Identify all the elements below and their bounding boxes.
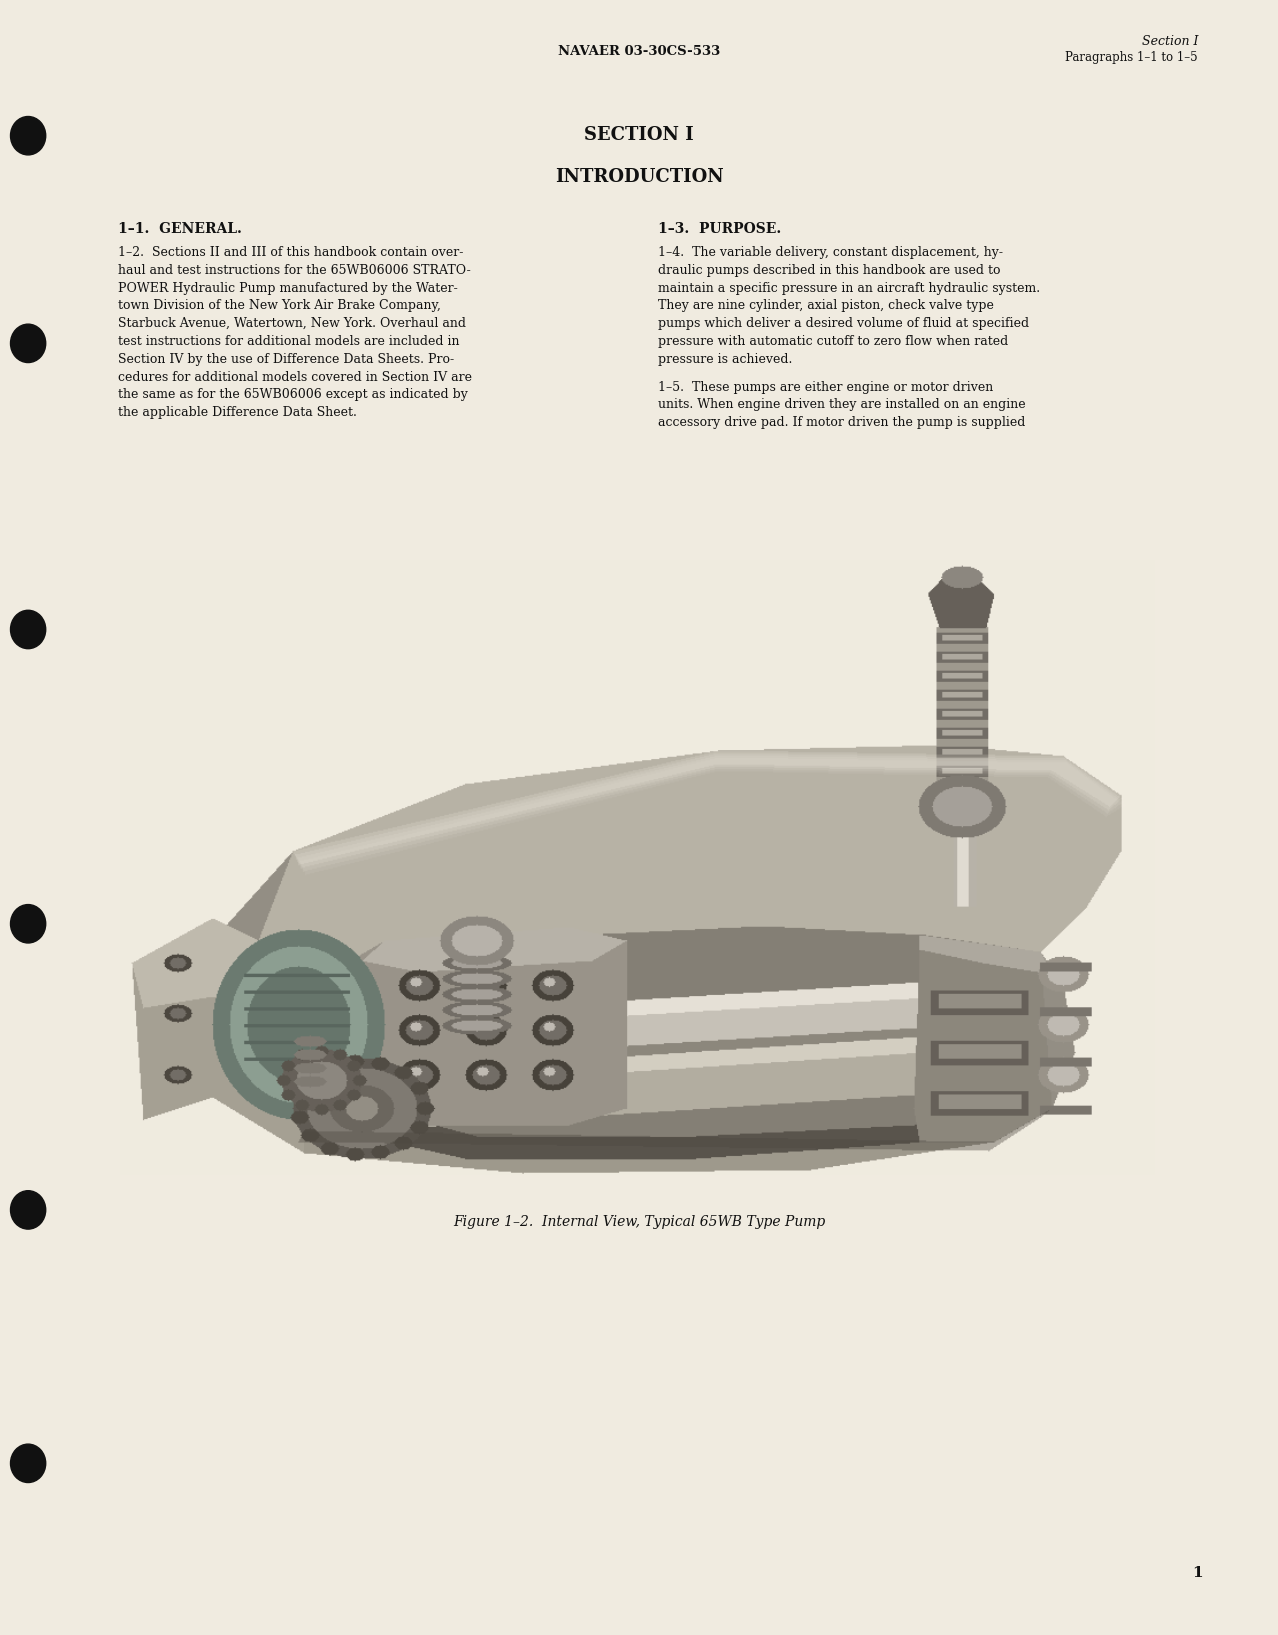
- Text: maintain a specific pressure in an aircraft hydraulic system.: maintain a specific pressure in an aircr…: [658, 281, 1040, 294]
- Text: town Division of the New York Air Brake Company,: town Division of the New York Air Brake …: [118, 299, 441, 312]
- Text: pumps which deliver a desired volume of fluid at specified: pumps which deliver a desired volume of …: [658, 317, 1029, 330]
- Text: INTRODUCTION: INTRODUCTION: [555, 168, 723, 186]
- Ellipse shape: [10, 1190, 46, 1230]
- Text: Section IV by the use of Difference Data Sheets. Pro-: Section IV by the use of Difference Data…: [118, 353, 454, 366]
- Text: SECTION I: SECTION I: [584, 126, 694, 144]
- Text: Section I: Section I: [1141, 34, 1197, 47]
- Ellipse shape: [10, 116, 46, 155]
- Text: 1–2.  Sections II and III of this handbook contain over-: 1–2. Sections II and III of this handboo…: [118, 245, 464, 258]
- Text: test instructions for additional models are included in: test instructions for additional models …: [118, 335, 460, 348]
- Text: haul and test instructions for the 65WB06006 STRATO-: haul and test instructions for the 65WB0…: [118, 263, 470, 276]
- Text: draulic pumps described in this handbook are used to: draulic pumps described in this handbook…: [658, 263, 1001, 276]
- Text: POWER Hydraulic Pump manufactured by the Water-: POWER Hydraulic Pump manufactured by the…: [118, 281, 458, 294]
- Text: units. When engine driven they are installed on an engine: units. When engine driven they are insta…: [658, 399, 1026, 412]
- Text: They are nine cylinder, axial piston, check valve type: They are nine cylinder, axial piston, ch…: [658, 299, 994, 312]
- Text: the applicable Difference Data Sheet.: the applicable Difference Data Sheet.: [118, 405, 357, 419]
- Text: 1: 1: [1192, 1566, 1203, 1579]
- Ellipse shape: [10, 324, 46, 363]
- Ellipse shape: [10, 1444, 46, 1483]
- Text: the same as for the 65WB06006 except as indicated by: the same as for the 65WB06006 except as …: [118, 389, 468, 402]
- Ellipse shape: [10, 610, 46, 649]
- Text: 1–5.  These pumps are either engine or motor driven: 1–5. These pumps are either engine or mo…: [658, 381, 993, 394]
- Text: pressure is achieved.: pressure is achieved.: [658, 353, 792, 366]
- Text: accessory drive pad. If motor driven the pump is supplied: accessory drive pad. If motor driven the…: [658, 417, 1025, 430]
- Text: pressure with automatic cutoff to zero flow when rated: pressure with automatic cutoff to zero f…: [658, 335, 1008, 348]
- Text: Starbuck Avenue, Watertown, New York. Overhaul and: Starbuck Avenue, Watertown, New York. Ov…: [118, 317, 466, 330]
- Ellipse shape: [10, 904, 46, 943]
- Text: 1–4.  The variable delivery, constant displacement, hy-: 1–4. The variable delivery, constant dis…: [658, 245, 1003, 258]
- Text: Paragraphs 1–1 to 1–5: Paragraphs 1–1 to 1–5: [1066, 51, 1197, 64]
- Text: 1–1.  GENERAL.: 1–1. GENERAL.: [118, 222, 242, 235]
- Text: 1–3.  PURPOSE.: 1–3. PURPOSE.: [658, 222, 781, 235]
- Text: Figure 1–2.  Internal View, Typical 65WB Type Pump: Figure 1–2. Internal View, Typical 65WB …: [452, 1215, 826, 1230]
- Text: cedures for additional models covered in Section IV are: cedures for additional models covered in…: [118, 371, 472, 384]
- Text: NAVAER 03-30CS-533: NAVAER 03-30CS-533: [558, 46, 720, 57]
